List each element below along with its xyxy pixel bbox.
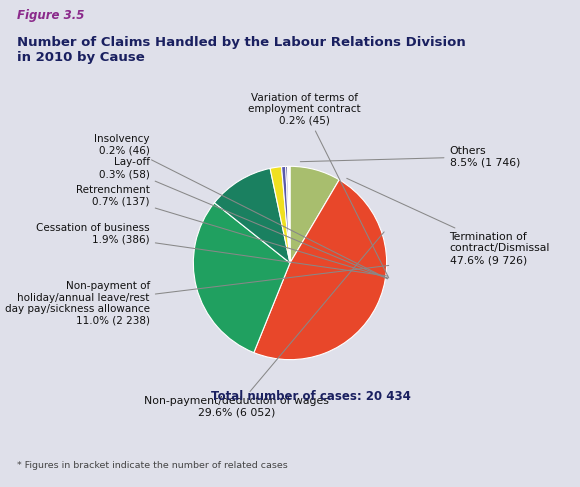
- Text: Number of Claims Handled by the Labour Relations Division
in 2010 by Cause: Number of Claims Handled by the Labour R…: [17, 36, 466, 64]
- Text: Non-payment/deduction of wages
29.6% (6 052): Non-payment/deduction of wages 29.6% (6 …: [144, 232, 384, 418]
- Text: Figure 3.5: Figure 3.5: [17, 9, 85, 22]
- Text: Others
8.5% (1 746): Others 8.5% (1 746): [300, 146, 520, 168]
- Text: * Figures in bracket indicate the number of related cases: * Figures in bracket indicate the number…: [17, 462, 288, 470]
- Text: Total number of cases: 20 434: Total number of cases: 20 434: [211, 390, 411, 403]
- Text: Non-payment of
holiday/annual leave/rest
day pay/sickness allowance
11.0% (2 238: Non-payment of holiday/annual leave/rest…: [5, 265, 389, 326]
- Wedge shape: [254, 180, 387, 359]
- Wedge shape: [288, 167, 290, 263]
- Wedge shape: [289, 167, 290, 263]
- Wedge shape: [290, 167, 339, 263]
- Text: Cessation of business
1.9% (386): Cessation of business 1.9% (386): [36, 223, 388, 276]
- Wedge shape: [286, 167, 290, 263]
- Text: Termination of
contract/Dismissal
47.6% (9 726): Termination of contract/Dismissal 47.6% …: [347, 178, 550, 265]
- Text: Insolvency
0.2% (46): Insolvency 0.2% (46): [95, 134, 387, 279]
- Wedge shape: [270, 167, 290, 263]
- Wedge shape: [281, 167, 290, 263]
- Text: Retrenchment
0.7% (137): Retrenchment 0.7% (137): [76, 185, 387, 278]
- Wedge shape: [193, 203, 290, 353]
- Text: Lay-off
0.3% (58): Lay-off 0.3% (58): [99, 157, 387, 279]
- Wedge shape: [215, 169, 290, 263]
- Text: Variation of terms of
employment contract
0.2% (45): Variation of terms of employment contrac…: [248, 93, 389, 278]
